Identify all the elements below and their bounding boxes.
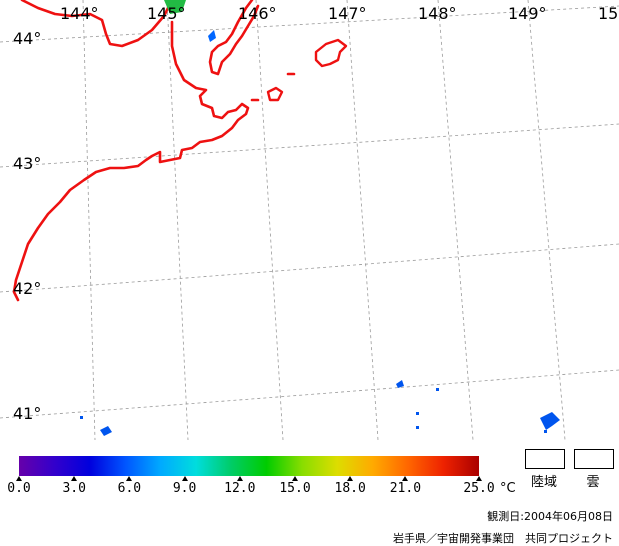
sst-patches [80, 0, 560, 436]
hokkaido-coast [12, 0, 250, 302]
lon-label-145: 145° [147, 4, 186, 23]
sst-patch-se-1 [396, 380, 404, 388]
meridian-146 [255, 0, 284, 440]
kunashiri-island [208, 0, 260, 76]
parallel-44 [0, 5, 619, 43]
sst-map: 144° 145° 146° 147° 148° 149° 15 44° 43°… [0, 0, 619, 440]
latitude-gridlines [0, 5, 619, 419]
temperature-unit: °C [500, 481, 516, 496]
cloud-legend-label: 雲 [586, 475, 600, 490]
colorbar-tick-label: 9.0 [172, 481, 197, 496]
lon-label-146: 146° [238, 4, 277, 23]
parallel-42 [0, 243, 619, 293]
colorbar-tick-mark [476, 476, 482, 481]
sst-dot-2 [416, 412, 419, 415]
sst-patch-kunashiri [208, 30, 216, 42]
lat-label-44: 44° [13, 29, 41, 48]
shikotan-island [314, 38, 348, 68]
longitude-gridlines [82, 0, 566, 440]
colorbar-tick-label: 0.0 [7, 481, 31, 496]
sst-dot-5 [544, 430, 547, 433]
colorbar-tick-mark [16, 476, 22, 481]
sst-patch-sw [100, 426, 112, 436]
colorbar-tick-label: 6.0 [117, 481, 142, 496]
sst-dot-3 [416, 426, 419, 429]
lon-label-149: 149° [508, 4, 547, 23]
lon-label-148: 148° [418, 4, 457, 23]
sst-patch-se-2 [540, 412, 560, 430]
colorbar-tick-mark [292, 476, 298, 481]
longitude-labels: 144° 145° 146° 147° 148° 149° 15 [60, 4, 618, 23]
colorbar-ticks [16, 476, 482, 484]
colorbar-tick-mark [347, 476, 354, 481]
lat-label-42: 42° [13, 279, 41, 298]
colorbar-tick-label: 15.0 [279, 481, 311, 496]
latitude-labels: 44° 43° 42° 41° [13, 29, 41, 423]
observation-date: 観測日:2004年06月08日 [487, 510, 613, 523]
colorbar-tick-mark [71, 476, 78, 481]
colorbar-tick-mark [402, 476, 409, 481]
colorbar-tick-label: 18.0 [334, 481, 366, 496]
temperature-colorbar [19, 456, 479, 476]
colorbar-tick-label: 21.0 [389, 481, 422, 496]
sst-patch-green [164, 0, 186, 14]
parallel-43 [0, 123, 619, 168]
lat-label-41: 41° [13, 404, 41, 423]
lon-label-147: 147° [328, 4, 367, 23]
meridian-147 [346, 0, 379, 440]
colorbar-tick-mark [181, 476, 188, 481]
parallel-41 [0, 369, 619, 419]
meridian-144 [82, 0, 96, 440]
meridian-148 [437, 0, 474, 440]
colorbar-tick-mark [236, 476, 243, 481]
colorbar-tick-mark [126, 476, 133, 481]
coastline [12, 0, 348, 302]
sst-dot-4 [436, 388, 439, 391]
colorbar-tick-label: 12.0 [224, 481, 256, 496]
credit-line: 岩手県／宇宙開発事業団 共同プロジェクト [393, 532, 613, 545]
land-legend-swatch [525, 449, 565, 469]
sst-dot-1 [80, 416, 83, 419]
habomai-islet-1 [266, 86, 284, 102]
land-legend-label: 陸域 [530, 475, 557, 490]
lon-label-150: 15 [598, 4, 618, 23]
colorbar-tick-label: 25.0 [463, 481, 495, 496]
meridian-149 [527, 0, 566, 440]
colorbar-tick-label: 3.0 [62, 481, 86, 496]
meridian-145 [166, 0, 189, 440]
cloud-legend-swatch [574, 449, 614, 469]
lon-label-144: 144° [60, 4, 99, 23]
lat-label-43: 43° [13, 154, 41, 173]
